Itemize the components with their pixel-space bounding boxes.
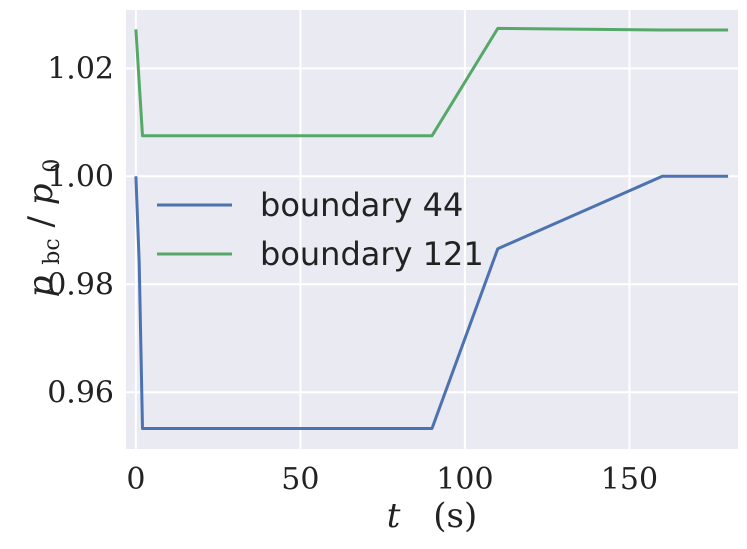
x-axis-variable: t (387, 496, 401, 536)
y-axis-label: p bc / p 0 (21, 159, 68, 298)
y-tick-label-1.00: 1.00 (47, 159, 114, 194)
y-axis-sub-0: 0 (40, 159, 65, 173)
series-line-boundary-121 (134, 26, 729, 138)
x-tick-label-150: 150 (601, 462, 658, 497)
y-axis-var-denominator: p (21, 183, 61, 205)
y-tick-label-1.02: 1.02 (47, 51, 114, 86)
plot-background (126, 10, 738, 449)
legend-label-boundary-121: boundary 121 (260, 235, 484, 273)
y-axis-slash: / (21, 216, 61, 228)
series-line-boundary-44 (134, 174, 729, 430)
x-tick-label-50: 50 (281, 462, 319, 497)
y-axis-sub-bc: bc (40, 238, 65, 264)
series-lines (134, 26, 729, 430)
x-tick-label-100: 100 (436, 462, 493, 497)
x-tick-label-0: 0 (126, 462, 145, 497)
legend-label-boundary-44: boundary 44 (260, 186, 463, 224)
y-tick-label-0.96: 0.96 (47, 375, 114, 410)
x-axis-label: t (s) (387, 496, 477, 536)
y-tick-label-0.98: 0.98 (47, 267, 114, 302)
x-axis-unit: (s) (433, 496, 477, 536)
y-axis-var-main: p (21, 276, 61, 298)
x-tick-labels: 0 50 100 150 (126, 462, 658, 497)
legend: boundary 44 boundary 121 (157, 186, 484, 273)
y-tick-labels: 0.96 0.98 1.00 1.02 (47, 51, 114, 410)
